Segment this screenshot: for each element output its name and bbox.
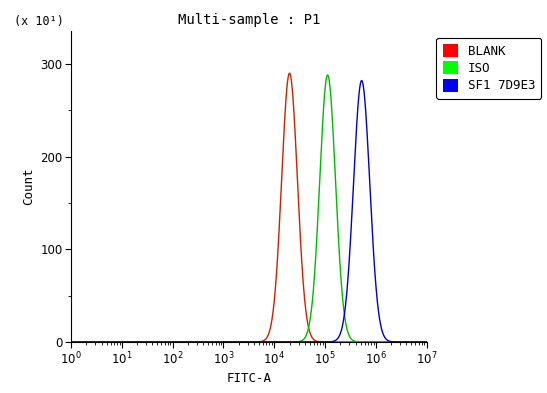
X-axis label: FITC-A: FITC-A: [226, 373, 271, 386]
ISO: [278, 340, 285, 344]
BLANK: [294, 169, 300, 174]
Line: SF1 7D9E3: SF1 7D9E3: [71, 81, 427, 342]
ISO: [423, 340, 430, 344]
Y-axis label: Count: Count: [22, 168, 35, 206]
ISO: [86, 340, 92, 344]
BLANK: [68, 340, 74, 344]
BLANK: [286, 71, 293, 75]
SF1 7D9E3: [278, 340, 285, 344]
SF1 7D9E3: [294, 340, 300, 344]
BLANK: [331, 340, 338, 344]
ISO: [68, 340, 74, 344]
BLANK: [86, 340, 92, 344]
BLANK: [351, 340, 357, 344]
SF1 7D9E3: [351, 178, 357, 183]
BLANK: [423, 340, 430, 344]
BLANK: [196, 340, 203, 344]
ISO: [294, 340, 300, 344]
SF1 7D9E3: [358, 78, 365, 83]
BLANK: [278, 180, 285, 185]
SF1 7D9E3: [331, 338, 338, 343]
Line: ISO: ISO: [71, 75, 427, 342]
ISO: [324, 73, 331, 77]
Title: Multi-sample : P1: Multi-sample : P1: [178, 13, 320, 28]
ISO: [196, 340, 203, 344]
ISO: [331, 162, 338, 167]
SF1 7D9E3: [423, 340, 430, 344]
Legend: BLANK, ISO, SF1 7D9E3: BLANK, ISO, SF1 7D9E3: [437, 38, 542, 99]
Text: (x 10¹): (x 10¹): [14, 15, 64, 28]
SF1 7D9E3: [86, 340, 92, 344]
SF1 7D9E3: [196, 340, 203, 344]
ISO: [351, 338, 357, 343]
SF1 7D9E3: [68, 340, 74, 344]
Line: BLANK: BLANK: [71, 73, 427, 342]
